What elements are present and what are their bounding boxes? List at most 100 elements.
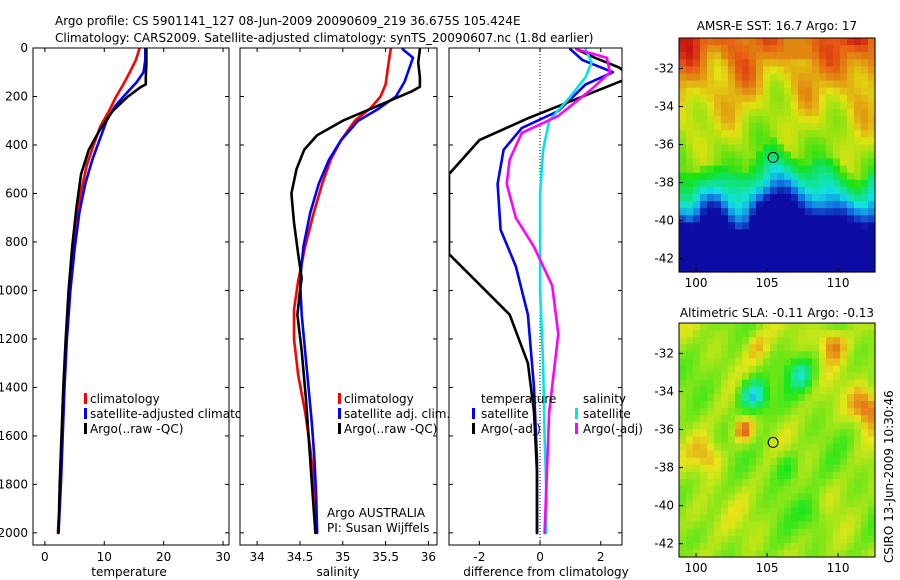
heatmap-cell	[819, 45, 827, 53]
heatmap-cell	[812, 208, 820, 216]
heatmap-cell	[707, 158, 715, 167]
heatmap-cell	[686, 229, 694, 238]
heatmap-cell	[791, 443, 799, 452]
heatmap-cell	[749, 386, 757, 395]
heatmap-cell	[749, 479, 757, 487]
heatmap-cell	[763, 507, 771, 516]
heatmap-cell	[749, 208, 757, 216]
heatmap-cell	[833, 471, 841, 480]
heatmap-cell	[847, 59, 855, 67]
heatmap-cell	[854, 386, 862, 395]
heatmap-cell	[784, 330, 792, 338]
heatmap-cell	[763, 542, 771, 551]
heatmap-cell	[861, 101, 869, 110]
heatmap-cell	[707, 52, 715, 60]
heatmap-cell	[728, 130, 736, 138]
heatmap-cell	[735, 507, 743, 516]
heatmap-cell	[679, 151, 687, 160]
figure-title-line2: Climatology: CARS2009. Satellite-adjuste…	[55, 31, 593, 45]
heatmap-cell	[679, 264, 687, 273]
heatmap-cell	[833, 172, 841, 181]
heatmap-cell	[693, 108, 701, 117]
heatmap-cell	[833, 486, 841, 494]
heatmap-cell	[693, 186, 701, 195]
heatmap-cell	[707, 493, 715, 501]
heatmap-cell	[728, 215, 736, 223]
legend-label-climatology: climatology	[344, 392, 414, 406]
heatmap-cell	[721, 257, 729, 266]
heatmap-cell	[742, 222, 750, 231]
heatmap-cell	[728, 323, 736, 331]
heatmap-cell	[854, 66, 862, 75]
heatmap-cell	[798, 45, 806, 53]
heatmap-cell	[700, 172, 708, 181]
heatmap-cell	[707, 151, 715, 160]
series-line-satellite-adj-clim	[298, 48, 415, 535]
heatmap-cell	[784, 80, 792, 89]
heatmap-cell	[700, 464, 708, 473]
heatmap-cell	[693, 151, 701, 160]
heatmap-cell	[679, 330, 687, 338]
heatmap-cell	[833, 443, 841, 452]
heatmap-cell	[868, 330, 876, 338]
heatmap-cell	[840, 351, 848, 360]
heatmap-cell	[784, 144, 792, 153]
heatmap-cell	[826, 415, 834, 423]
heatmap-cell	[868, 59, 876, 67]
heatmap-cell	[756, 130, 764, 138]
heatmap-cell	[791, 471, 799, 480]
heatmap-cell	[770, 80, 778, 89]
heatmap-cell	[714, 186, 722, 195]
heatmap-cell	[735, 66, 743, 75]
heatmap-cell	[735, 59, 743, 67]
heatmap-cell	[868, 379, 876, 388]
heatmap-cell	[728, 264, 736, 273]
heatmap-cell	[798, 408, 806, 416]
heatmap-cell	[833, 144, 841, 153]
heatmap-cell	[693, 165, 701, 174]
heatmap-cell	[714, 436, 722, 445]
heatmap-cell	[749, 80, 757, 89]
heatmap-cell	[735, 486, 743, 494]
heatmap-cell	[798, 194, 806, 202]
heatmap-cell	[763, 330, 771, 338]
heatmap-cell	[693, 73, 701, 82]
heatmap-cell	[819, 172, 827, 181]
heatmap-cell	[686, 493, 694, 501]
heatmap-cell	[707, 38, 715, 46]
heatmap-cell	[679, 443, 687, 452]
heatmap-cell	[721, 137, 729, 145]
heatmap-cell	[840, 144, 848, 153]
heatmap-cell	[847, 493, 855, 501]
heatmap-cell	[693, 323, 701, 331]
heatmap-cell	[693, 471, 701, 480]
heatmap-cell	[791, 264, 799, 273]
heatmap-cell	[749, 144, 757, 153]
heatmap-cell	[847, 521, 855, 530]
heatmap-cell	[854, 52, 862, 60]
heatmap-cell	[784, 208, 792, 216]
heatmap-cell	[686, 250, 694, 259]
heatmap-cell	[679, 464, 687, 473]
heatmap-cell	[728, 179, 736, 188]
heatmap-cell	[784, 471, 792, 480]
heatmap-cell	[756, 408, 764, 416]
heatmap-cell	[805, 130, 813, 138]
heatmap-cell	[735, 101, 743, 110]
heatmap-cell	[840, 179, 848, 188]
heatmap-cell	[784, 229, 792, 238]
heatmap-cell	[735, 471, 743, 480]
heatmap-cell	[728, 401, 736, 409]
heatmap-cell	[700, 436, 708, 445]
heatmap-cell	[700, 542, 708, 551]
series-line-argo-raw-qc	[290, 48, 422, 535]
heatmap-cell	[791, 408, 799, 416]
heatmap-cell	[798, 116, 806, 124]
heatmap-cell	[742, 429, 750, 438]
heatmap-cell	[819, 365, 827, 374]
heatmap-cell	[735, 528, 743, 537]
heatmap-cell	[770, 344, 778, 352]
heatmap-cell	[700, 257, 708, 266]
heatmap-cell	[756, 479, 764, 487]
heatmap-cell	[770, 144, 778, 153]
